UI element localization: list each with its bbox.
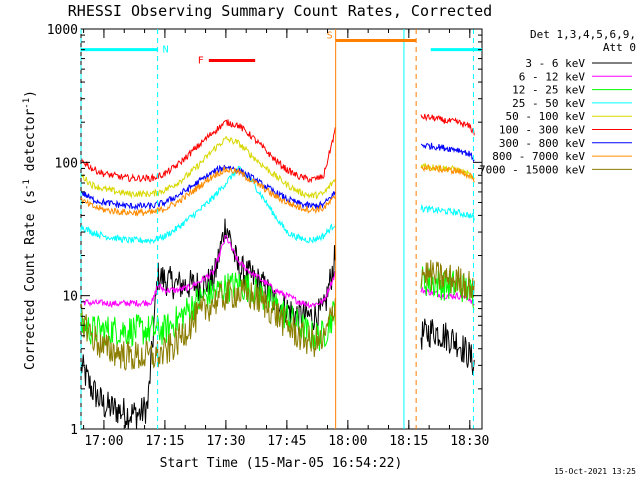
x-tick-label: 17:15: [145, 434, 184, 449]
series-line-2-seg-0: [80, 272, 336, 351]
annotation-label: F: [198, 56, 204, 67]
legend-header-line-2: Att 0: [603, 41, 636, 54]
plot-area: NNFS 110100100017:0017:1517:3017:4518:00…: [47, 23, 490, 449]
x-tick-label: 17:45: [267, 434, 306, 449]
series-line-5-seg-1: [420, 113, 475, 136]
legend-label: 300 - 800 keV: [499, 137, 585, 150]
series-line-7-seg-1: [420, 163, 475, 183]
legend-label: 6 - 12 keV: [519, 70, 586, 83]
series-line-7-seg-0: [80, 165, 336, 217]
legend-label: 100 - 300 keV: [499, 124, 585, 137]
series-line-4-seg-0: [80, 136, 336, 200]
legend-label: 800 - 7000 keV: [492, 150, 585, 163]
x-axis-label: Start Time (15-Mar-05 16:54:22): [160, 456, 403, 471]
axis-layer: 1 10 100 1000 17:00 17:15 17:30 17:45 18:00 18:15…: [47, 23, 490, 449]
series-line-6-seg-0: [80, 164, 336, 211]
legend-header-line-1: Det 1,3,4,5,6,9,: [530, 28, 636, 41]
chart-title: RHESSI Observing Summary Count Rates, Co…: [68, 2, 492, 20]
series-line-0-seg-1: [420, 318, 475, 376]
legend-label: 7000 - 15000 keV: [479, 163, 585, 176]
series-line-1-seg-1: [420, 286, 475, 307]
x-tick-label: 17:00: [84, 434, 123, 449]
annotation-label: S: [327, 30, 333, 41]
legend-label: 3 - 6 keV: [525, 57, 585, 70]
y-tick-label: 1000: [47, 23, 78, 38]
series-line-1-seg-0: [80, 235, 336, 309]
series-line-3-seg-1: [420, 203, 475, 221]
x-tick-label: 17:30: [206, 434, 245, 449]
series-line-6-seg-1: [420, 142, 475, 163]
series-line-5-seg-0: [80, 119, 336, 184]
x-tick-label: 18:15: [389, 434, 428, 449]
series-layer: [80, 113, 475, 430]
x-tick-label: 18:30: [450, 434, 489, 449]
series-line-0-seg-0: [80, 218, 336, 430]
y-tick-label: 1: [70, 423, 78, 438]
y-tick-label: 10: [62, 290, 78, 305]
legend-label: 25 - 50 keV: [512, 97, 585, 110]
series-line-3-seg-0: [80, 166, 336, 245]
x-tick-label: 18:00: [328, 434, 367, 449]
plot-frame: [80, 28, 483, 430]
series-line-8-seg-1: [420, 259, 475, 300]
y-tick-label: 100: [55, 156, 78, 171]
legend-label: 50 - 100 keV: [506, 110, 586, 123]
annotation-label: N: [163, 45, 169, 56]
legend-label: 12 - 25 keV: [512, 84, 585, 97]
series-line-8-seg-0: [80, 278, 336, 371]
series-line-2-seg-1: [420, 266, 475, 310]
annotation-layer: NNFS: [80, 29, 482, 429]
y-axis-label: Corrected Count Rate (s-1 detector-1): [22, 90, 38, 370]
timestamp: 15-Oct-2021 13:25: [554, 467, 636, 476]
